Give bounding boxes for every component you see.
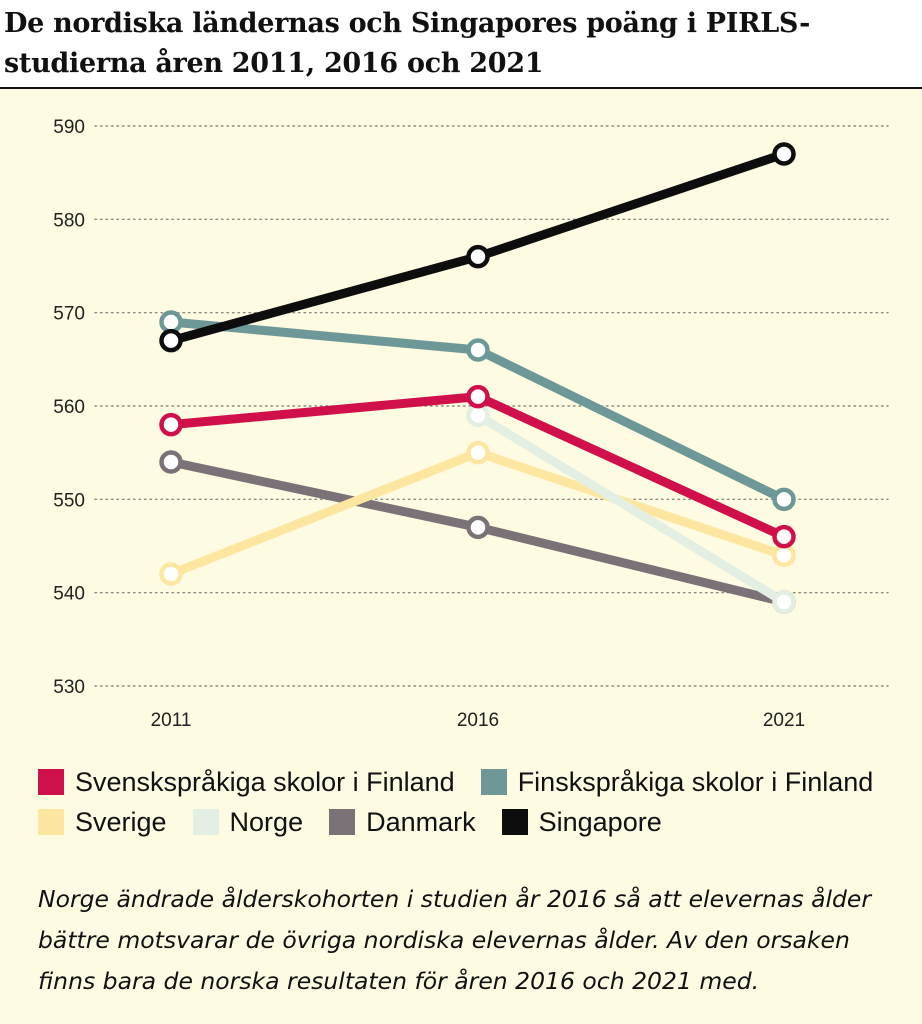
data-point-singapore-0 bbox=[159, 328, 183, 353]
data-point-norge-0 bbox=[466, 403, 490, 428]
legend-swatch bbox=[38, 769, 64, 795]
legend-label: Svenskspråkiga skolor i Finland bbox=[75, 766, 455, 797]
y-tick-label-580: 580 bbox=[53, 210, 85, 231]
data-point-svenskspråkiga-skolor-i-finland-1 bbox=[466, 384, 490, 409]
legend-row: Svenskspråkiga skolor i Finland Finsksprå… bbox=[38, 762, 918, 802]
series-line-sverige bbox=[166, 448, 789, 579]
legend-item: Danmark bbox=[329, 807, 476, 838]
data-point-finskspråkiga-skolor-i-finland-2 bbox=[772, 487, 796, 512]
data-point-singapore-2 bbox=[772, 142, 796, 166]
chart-legend: Svenskspråkiga skolor i Finland Finsksprå… bbox=[38, 762, 918, 842]
chart-note: Norge ändrade ålderskohorten i studien å… bbox=[38, 885, 872, 995]
x-tick-label-2011: 2011 bbox=[151, 710, 192, 731]
y-tick-label-540: 540 bbox=[53, 584, 85, 605]
legend-swatch bbox=[501, 809, 528, 835]
series-line-norge bbox=[473, 410, 789, 607]
x-tick-label-2016: 2016 bbox=[457, 710, 499, 731]
legend-swatch bbox=[329, 809, 356, 835]
data-point-sverige-2 bbox=[772, 543, 796, 568]
legend-label: Singapore bbox=[538, 806, 662, 837]
data-point-norge-1 bbox=[772, 590, 796, 614]
legend-swatch bbox=[192, 809, 219, 835]
legend-item: Singapore bbox=[501, 806, 662, 838]
legend-swatch bbox=[480, 769, 507, 795]
chart-header: De nordiska ländernas och Singapores poä… bbox=[0, 0, 922, 89]
y-tick-label-560: 560 bbox=[53, 397, 85, 418]
data-point-svenskspråkiga-skolor-i-finland-0 bbox=[159, 412, 183, 437]
data-point-finskspråkiga-skolor-i-finland-1 bbox=[466, 338, 490, 362]
legend-label: Danmark bbox=[366, 806, 476, 837]
legend-swatch bbox=[38, 809, 64, 835]
legend-item: Svenskspråkiga skolor i Finland bbox=[38, 767, 455, 798]
legend-label: Sverige bbox=[75, 806, 167, 837]
legend-label: Norge bbox=[229, 806, 304, 837]
y-tick-label-550: 550 bbox=[53, 490, 85, 511]
line-chart: 530 540 550 560 570 580 590 2011 2016 2021 bbox=[53, 117, 889, 731]
x-tick-label-2021: 2021 bbox=[763, 710, 805, 731]
data-point-sverige-0 bbox=[159, 562, 183, 586]
chart-panel: 530 540 550 560 570 580 590 2011 2016 2021 Svensk… bbox=[0, 89, 922, 1024]
legend-row: Sverige Norge Danmark Singapore bbox=[38, 802, 918, 842]
data-point-singapore-1 bbox=[466, 244, 490, 269]
data-point-danmark-0 bbox=[159, 450, 183, 474]
y-tick-label-590: 590 bbox=[53, 117, 85, 138]
y-tick-label-570: 570 bbox=[53, 304, 85, 325]
legend-item: Sverige bbox=[38, 807, 167, 838]
data-point-svenskspråkiga-skolor-i-finland-2 bbox=[772, 524, 796, 549]
data-point-finskspråkiga-skolor-i-finland-0 bbox=[159, 310, 183, 334]
y-tick-label-530: 530 bbox=[53, 677, 85, 698]
legend-item: Finskspråkiga skolor i Finland bbox=[480, 766, 874, 798]
legend-label: Finskspråkiga skolor i Finland bbox=[517, 766, 874, 797]
legend-item: Norge bbox=[192, 806, 304, 838]
data-point-sverige-1 bbox=[466, 440, 490, 465]
data-point-danmark-1 bbox=[466, 515, 490, 540]
chart-title: De nordiska ländernas och Singapores poä… bbox=[4, 8, 811, 79]
